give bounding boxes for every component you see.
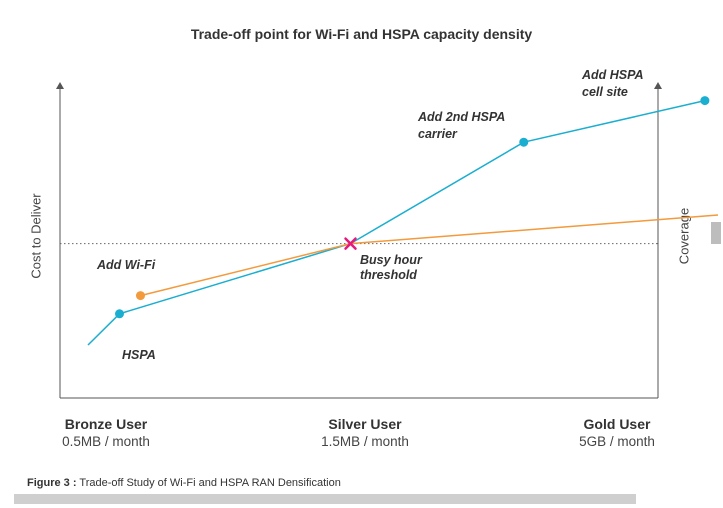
category-bronze-sub: 0.5MB / month: [62, 434, 150, 449]
annotation-add-hspa-cell-site: Add HSPA cell site: [581, 68, 644, 99]
vertical-scrollbar-thumb[interactable]: [711, 222, 721, 244]
crossing-point-x: [344, 237, 357, 250]
caption-separator: :: [72, 477, 77, 489]
marker-wi-fi-3: [136, 291, 145, 301]
y-axis-right-arrow: [654, 82, 662, 89]
figure-caption: Figure 3 : Trade-off Study of Wi-Fi and …: [27, 477, 341, 489]
category-bronze: Bronze User 0.5MB / month: [26, 416, 186, 449]
category-bronze-name: Bronze User: [64, 416, 148, 432]
annotation-hspa: HSPA: [122, 348, 156, 362]
horizontal-scrollbar[interactable]: [14, 494, 636, 504]
caption-text: Trade-off Study of Wi-Fi and HSPA RAN De…: [79, 477, 341, 489]
marker-hspa-1: [519, 137, 529, 147]
series-line-wi-fi: [140, 214, 719, 297]
category-gold: Gold User 5GB / month: [537, 416, 697, 449]
category-gold-sub: 5GB / month: [579, 434, 655, 449]
category-silver-name: Silver User: [328, 416, 402, 432]
caption-label: Figure 3: [27, 477, 70, 489]
annotation-busy-hour-threshold: Busy hour threshold: [360, 253, 423, 282]
annotation-add-2nd-hspa-carrier: Add 2nd HSPA carrier: [417, 110, 505, 141]
chart-title: Trade-off point for Wi-Fi and HSPA capac…: [190, 26, 533, 42]
y-axis-left-arrow: [56, 82, 64, 89]
annotation-add-wi-fi: Add Wi-Fi: [96, 258, 156, 272]
category-silver: Silver User 1.5MB / month: [285, 416, 445, 449]
category-gold-name: Gold User: [583, 416, 651, 432]
marker-hspa-2: [700, 96, 710, 106]
marker-hspa-0: [115, 309, 124, 319]
category-silver-sub: 1.5MB / month: [321, 434, 409, 449]
